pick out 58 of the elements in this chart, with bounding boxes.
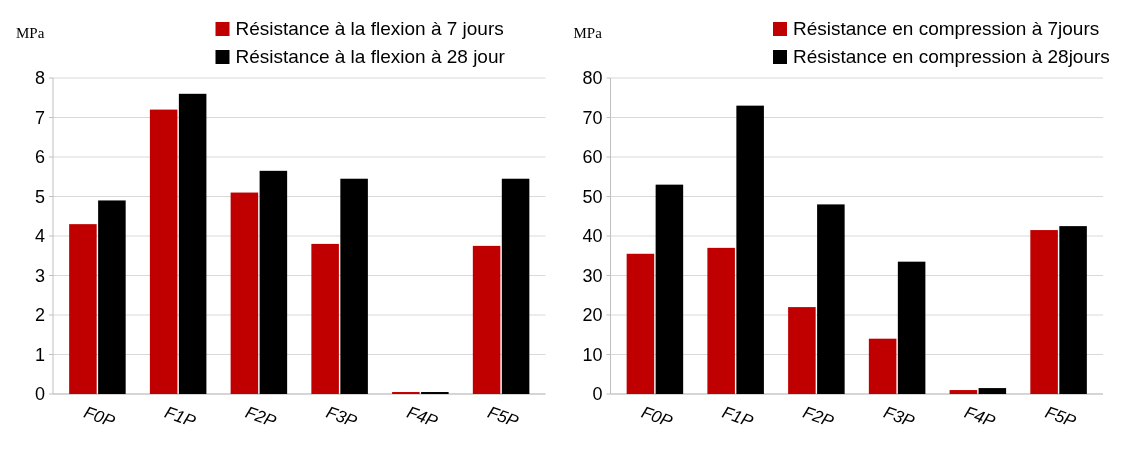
y-tick-label: 70 (582, 107, 603, 128)
bar (472, 245, 501, 394)
x-tick-label: F1P (719, 402, 757, 432)
y-tick-label: 4 (34, 226, 45, 247)
x-tick-label: F4P (961, 402, 999, 432)
bar (98, 200, 126, 394)
bar (230, 192, 259, 394)
bar (149, 109, 178, 394)
x-tick-label: F2P (242, 402, 280, 432)
x-tick-label: F0P (81, 402, 118, 432)
legend-label: Résistance à la flexion à 7 jours (235, 18, 504, 39)
x-tick-label: F5P (1042, 402, 1079, 432)
bar (978, 388, 1007, 394)
y-tick-label: 0 (592, 384, 603, 405)
bar (626, 253, 655, 394)
bar (501, 178, 530, 394)
bar (178, 93, 207, 394)
x-tick-label: F4P (404, 402, 441, 432)
y-tick-label: 60 (582, 147, 603, 168)
bar (1059, 226, 1087, 394)
y-tick-label: 6 (34, 147, 45, 168)
y-tick-label: 30 (582, 265, 603, 286)
bar (1030, 230, 1058, 394)
y-tick-label: 50 (582, 186, 603, 207)
legend-label: Résistance en compression à 7jours (793, 18, 1100, 39)
x-tick-label: F1P (162, 402, 199, 432)
x-tick-label: F0P (638, 402, 676, 432)
bar (259, 170, 288, 394)
bar (707, 247, 735, 394)
y-tick-label: 3 (34, 265, 45, 286)
bar (817, 204, 845, 394)
y-tick-label: 80 (582, 68, 603, 89)
y-tick-label: 2 (34, 305, 45, 326)
x-tick-label: F3P (881, 402, 918, 432)
y-tick-label: 20 (582, 305, 603, 326)
bar (949, 390, 978, 394)
y-tick-label: 5 (34, 186, 45, 207)
legend-label: Résistance en compression à 28jours (793, 46, 1110, 67)
bar (736, 105, 764, 394)
x-tick-label: F2P (800, 402, 837, 432)
y-tick-label: 1 (34, 344, 45, 365)
x-tick-label: F5P (485, 402, 522, 432)
legend-label: Résistance à la flexion à 28 jour (235, 46, 506, 67)
y-axis-title: MPa (573, 25, 603, 41)
bar (69, 224, 97, 394)
bar (340, 178, 368, 394)
y-axis-title: MPa (16, 25, 45, 41)
bar (897, 261, 926, 394)
y-tick-label: 40 (582, 226, 603, 247)
bar (311, 243, 339, 394)
y-tick-label: 0 (34, 384, 45, 405)
bar (788, 307, 816, 394)
y-tick-label: 7 (34, 107, 45, 128)
y-tick-label: 10 (582, 344, 603, 365)
bar (655, 184, 684, 394)
y-tick-label: 8 (34, 68, 45, 89)
x-tick-label: F3P (323, 402, 361, 432)
bar (868, 338, 897, 394)
